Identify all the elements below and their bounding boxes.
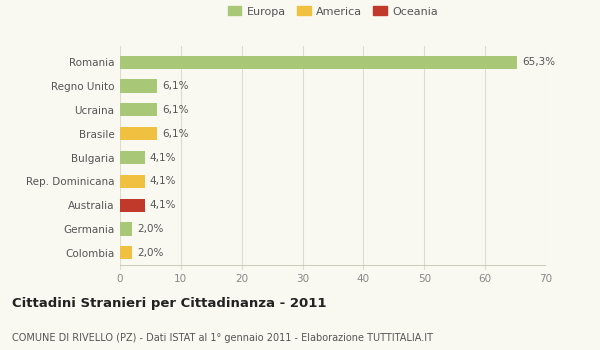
Text: 6,1%: 6,1% — [162, 129, 188, 139]
Bar — [120, 103, 157, 117]
Text: COMUNE DI RIVELLO (PZ) - Dati ISTAT al 1° gennaio 2011 - Elaborazione TUTTITALIA: COMUNE DI RIVELLO (PZ) - Dati ISTAT al 1… — [12, 333, 433, 343]
Text: 4,1%: 4,1% — [150, 176, 176, 186]
Text: 4,1%: 4,1% — [150, 200, 176, 210]
Text: 6,1%: 6,1% — [162, 81, 188, 91]
Bar — [120, 246, 132, 259]
Bar — [120, 151, 145, 164]
Bar — [120, 222, 132, 236]
Bar — [120, 56, 517, 69]
Bar — [120, 79, 157, 93]
Bar — [120, 127, 157, 140]
Bar — [120, 175, 145, 188]
Bar — [120, 198, 145, 212]
Text: 4,1%: 4,1% — [150, 153, 176, 162]
Text: 6,1%: 6,1% — [162, 105, 188, 115]
Text: 65,3%: 65,3% — [522, 57, 556, 67]
Text: 2,0%: 2,0% — [137, 224, 163, 234]
Legend: Europa, America, Oceania: Europa, America, Oceania — [224, 2, 442, 21]
Text: 2,0%: 2,0% — [137, 248, 163, 258]
Text: Cittadini Stranieri per Cittadinanza - 2011: Cittadini Stranieri per Cittadinanza - 2… — [12, 297, 326, 310]
